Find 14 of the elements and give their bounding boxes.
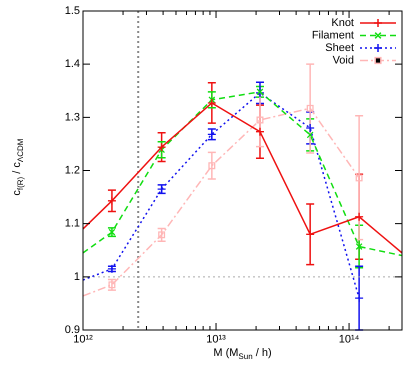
x-tick-label: 10¹³ bbox=[206, 334, 226, 346]
y-tick-label: 1.3 bbox=[64, 111, 80, 124]
legend-label: Void bbox=[332, 54, 354, 67]
x-tick-label: 10¹² bbox=[73, 334, 94, 346]
y-tick-label: 1.1 bbox=[64, 218, 80, 230]
legend-label: Sheet bbox=[325, 42, 354, 54]
y-tick-label: 1.4 bbox=[64, 58, 80, 70]
x-axis-title: M (M$_{Sun}$ / h) bbox=[212, 347, 273, 362]
legend-label: Knot bbox=[331, 17, 354, 30]
y-tick-label: 1.2 bbox=[64, 164, 80, 177]
x-tick-label: 10¹⁴ bbox=[338, 334, 360, 346]
y-tick-label: 1.5 bbox=[64, 5, 80, 18]
legend-label: Filament bbox=[312, 30, 354, 42]
y-tick-label: 1 bbox=[74, 270, 80, 283]
